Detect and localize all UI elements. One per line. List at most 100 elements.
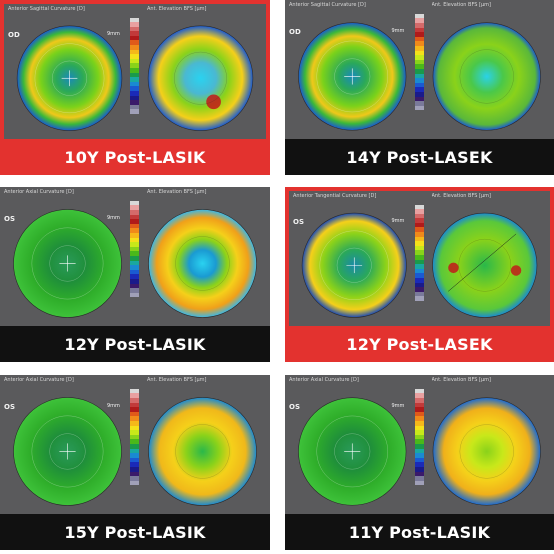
scale-swatch xyxy=(130,81,139,87)
scale-swatch xyxy=(130,466,139,472)
maps-canvas xyxy=(298,22,541,131)
scale-swatch xyxy=(414,59,424,65)
scale-swatch xyxy=(130,77,139,82)
curvature-map-title: Anterior Axial Curvature [D] xyxy=(4,189,125,201)
scale-swatch xyxy=(130,45,139,50)
elevation-hotspot xyxy=(448,262,459,274)
topography-card: Anterior Sagittal Curvature [D] Ant. Elev… xyxy=(285,0,554,175)
scale-swatch xyxy=(130,448,139,454)
scale-swatch xyxy=(130,430,139,435)
scale-swatch xyxy=(414,46,424,51)
scale-swatch xyxy=(414,398,424,403)
topography-panel: Anterior Axial Curvature [D] Ant. Elevati… xyxy=(0,375,270,514)
scale-swatch xyxy=(130,439,139,445)
scale-swatch xyxy=(414,64,424,70)
left-map-title: Anterior Axial Curvature [D] xyxy=(289,377,359,383)
zone-size-label: 9mm xyxy=(391,218,405,224)
right-map-title: Ant. Elevation BFS [µm] xyxy=(147,377,207,383)
elevation-map-title: Ant. Elevation BFS [µm] xyxy=(432,193,547,205)
scale-swatch xyxy=(414,273,424,278)
scale-swatch xyxy=(414,296,424,301)
scale-swatch xyxy=(414,430,424,435)
left-map-title: Anterior Axial Curvature [D] xyxy=(4,377,74,383)
scale-swatch xyxy=(414,213,424,219)
scale-swatch xyxy=(414,69,424,74)
left-map-title: Anterior Sagittal Curvature [D] xyxy=(8,6,85,12)
scale-swatch xyxy=(414,245,424,251)
elevation-map-title: Ant. Elevation BFS [µm] xyxy=(147,377,266,389)
scale-swatch xyxy=(130,72,139,78)
scale-swatch xyxy=(414,73,424,79)
curvature-map-title: Anterior Axial Curvature [D] xyxy=(289,377,410,389)
scale-swatch xyxy=(414,462,424,467)
elevation-map xyxy=(432,212,538,318)
scale-swatch xyxy=(130,95,139,101)
scale-swatch xyxy=(414,425,424,431)
scale-swatch xyxy=(414,439,424,445)
maps-canvas xyxy=(301,212,538,318)
scale-swatch xyxy=(414,96,424,102)
zone-size-label: 9mm xyxy=(107,214,120,221)
scale-swatch xyxy=(130,58,139,64)
scale-swatch xyxy=(130,402,139,408)
scale-swatch xyxy=(414,453,424,458)
scale-swatch xyxy=(130,251,139,257)
scale-swatch xyxy=(130,200,139,206)
scale-swatch xyxy=(130,444,139,449)
scale-swatch xyxy=(130,434,139,440)
scale-swatch xyxy=(130,86,139,91)
color-scale xyxy=(130,17,139,114)
card-caption: 14Y Post-LASEK xyxy=(285,139,554,175)
maps-canvas xyxy=(13,397,257,506)
scale-swatch xyxy=(130,398,139,403)
scale-swatch xyxy=(130,210,139,215)
left-map-title: Anterior Tangential Curvature [D] xyxy=(293,193,377,199)
scale-swatch xyxy=(414,87,424,92)
scale-swatch xyxy=(130,278,139,284)
scale-swatch xyxy=(130,246,139,252)
scale-swatch xyxy=(414,411,424,417)
right-map-title: Ant. Elevation BFS [µm] xyxy=(431,377,491,383)
zone-size-label: 9mm xyxy=(391,402,405,409)
scale-swatch xyxy=(130,274,139,279)
scale-swatch xyxy=(130,416,139,422)
scale-swatch xyxy=(130,205,139,211)
topography-panel: Anterior Axial Curvature [D] Ant. Elevati… xyxy=(285,375,554,514)
maps-canvas xyxy=(13,209,257,318)
scale-swatch xyxy=(414,255,424,260)
elevation-map xyxy=(147,25,254,131)
topography-panel: Anterior Axial Curvature [D] Ant. Elevati… xyxy=(0,187,270,326)
card-caption: 10Y Post-LASIK xyxy=(0,139,270,175)
scale-swatch xyxy=(130,26,139,32)
curvature-map-title: Anterior Sagittal Curvature [D] xyxy=(289,2,410,14)
scale-swatch xyxy=(414,393,424,399)
scale-swatch xyxy=(130,54,139,59)
topography-card: Anterior Axial Curvature [D] Ant. Elevati… xyxy=(0,375,270,550)
scale-swatch xyxy=(414,421,424,426)
scale-swatch xyxy=(130,223,139,229)
scale-swatch xyxy=(130,219,139,224)
topography-panel: Anterior Tangential Curvature [D] Ant. El… xyxy=(289,191,550,326)
scale-swatch xyxy=(130,462,139,467)
eye-label: OD xyxy=(289,27,301,36)
scale-swatch xyxy=(414,291,424,297)
scale-swatch xyxy=(414,416,424,422)
scale-swatch xyxy=(130,242,139,247)
scale-swatch xyxy=(130,388,139,394)
scale-swatch xyxy=(414,268,424,274)
scale-swatch xyxy=(130,260,139,266)
scale-swatch xyxy=(414,407,424,412)
scale-swatch xyxy=(130,256,139,261)
scale-swatch xyxy=(414,101,424,106)
color-scale xyxy=(414,204,424,301)
scale-swatch xyxy=(130,228,139,234)
scale-swatch xyxy=(414,402,424,408)
scale-swatch xyxy=(130,453,139,458)
maps-canvas xyxy=(298,397,541,506)
scale-swatch xyxy=(130,480,139,486)
scale-swatch xyxy=(414,264,424,269)
scale-swatch xyxy=(414,55,424,60)
scale-swatch xyxy=(414,444,424,449)
scale-swatch xyxy=(130,40,139,46)
scale-swatch xyxy=(414,471,424,477)
